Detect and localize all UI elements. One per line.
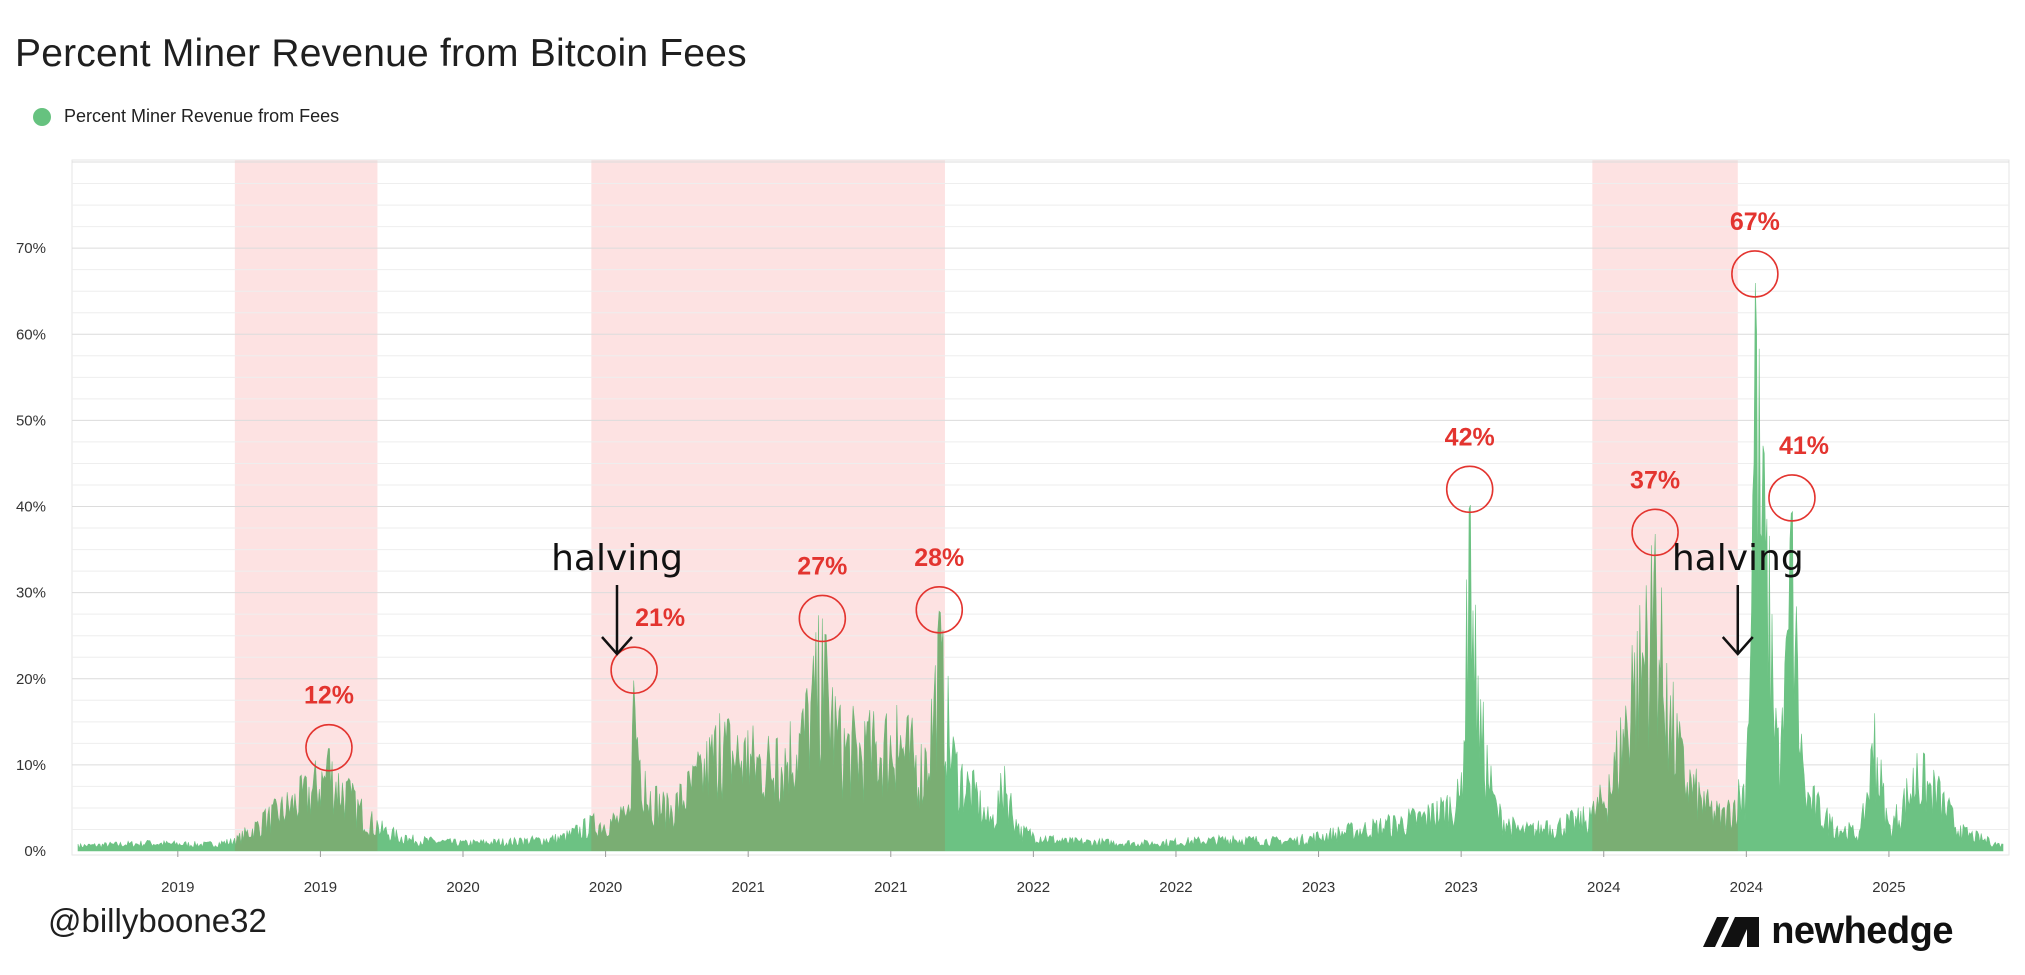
halving-arrow-head bbox=[601, 636, 633, 656]
series-area-shaded-1 bbox=[234, 748, 378, 851]
peak-label: 41% bbox=[1779, 432, 1829, 460]
peak-circle bbox=[305, 723, 353, 772]
x-tick-label: 2024 bbox=[1730, 879, 1763, 896]
halving-label: halving bbox=[1672, 538, 1804, 579]
halving-arrow-head bbox=[1721, 636, 1754, 656]
y-axis-ticks: 0% 10% 20% 30% 40% 50% 60% 70% bbox=[16, 240, 46, 860]
brand-name: newhedge bbox=[1771, 910, 1953, 952]
peak-circle bbox=[1445, 465, 1494, 514]
x-tick-label: 2021 bbox=[731, 879, 764, 896]
peak-label: 28% bbox=[914, 544, 964, 572]
y-tick-label: 50% bbox=[16, 412, 46, 429]
y-tick-label: 30% bbox=[16, 585, 46, 602]
peak-label: 12% bbox=[304, 682, 354, 710]
y-tick-label: 10% bbox=[16, 757, 46, 774]
y-tick-label: 60% bbox=[16, 326, 46, 343]
series-area-shaded-2 bbox=[591, 611, 945, 851]
x-tick-label: 2023 bbox=[1444, 879, 1477, 896]
x-tick-label: 2020 bbox=[589, 879, 622, 896]
y-tick-label: 20% bbox=[16, 671, 46, 688]
legend-label: Percent Miner Revenue from Fees bbox=[64, 106, 340, 126]
peak-label: 21% bbox=[635, 604, 685, 632]
peak-circle bbox=[610, 646, 658, 694]
newhedge-logo-icon bbox=[1703, 916, 1760, 947]
peak-circle bbox=[798, 594, 847, 643]
x-tick-label: 2022 bbox=[1017, 879, 1050, 896]
peak-label: 37% bbox=[1630, 466, 1680, 494]
x-tick-label: 2019 bbox=[161, 879, 194, 896]
x-tick-label: 2025 bbox=[1872, 879, 1905, 896]
series-area bbox=[77, 282, 2004, 852]
peak-circle bbox=[1731, 250, 1779, 298]
x-tick-label: 2024 bbox=[1587, 879, 1620, 896]
halving-label: halving bbox=[551, 538, 683, 579]
x-tick-label: 2023 bbox=[1302, 879, 1335, 896]
peak-label: 42% bbox=[1445, 423, 1495, 451]
peak-label: 67% bbox=[1730, 208, 1780, 236]
halving-events: halving halving bbox=[551, 538, 1804, 656]
y-tick-label: 0% bbox=[24, 843, 46, 860]
chart-title: Percent Miner Revenue from Bitcoin Fees bbox=[15, 32, 747, 75]
chart-legend[interactable]: Percent Miner Revenue from Fees bbox=[33, 106, 339, 127]
series-area-shaded-3 bbox=[1592, 534, 1738, 851]
plot-frame bbox=[71, 159, 2010, 856]
x-tick-label: 2019 bbox=[304, 879, 337, 896]
y-tick-label: 40% bbox=[16, 499, 46, 516]
peak-circle bbox=[915, 586, 964, 634]
peak-annotations: 12% 21% 27% 28% 42% 37% 67% 41% bbox=[304, 208, 1829, 772]
peak-label: 27% bbox=[797, 552, 847, 580]
legend-marker bbox=[33, 107, 51, 126]
peak-circle bbox=[1631, 508, 1679, 557]
x-tick-label: 2021 bbox=[874, 879, 907, 896]
x-tick-label: 2020 bbox=[446, 879, 479, 896]
author-credit: @billyboone32 bbox=[48, 902, 267, 939]
y-tick-label: 70% bbox=[16, 240, 46, 257]
brand: newhedge bbox=[1703, 910, 1953, 953]
x-tick-label: 2022 bbox=[1159, 879, 1192, 896]
x-axis-ticks: 2019 2019 2020 2020 2021 2021 2022 2022 2023 2023… bbox=[161, 851, 1906, 896]
shaded-regions bbox=[234, 160, 1738, 851]
shaded-region-1 bbox=[234, 160, 378, 851]
peak-circle bbox=[1768, 474, 1816, 522]
